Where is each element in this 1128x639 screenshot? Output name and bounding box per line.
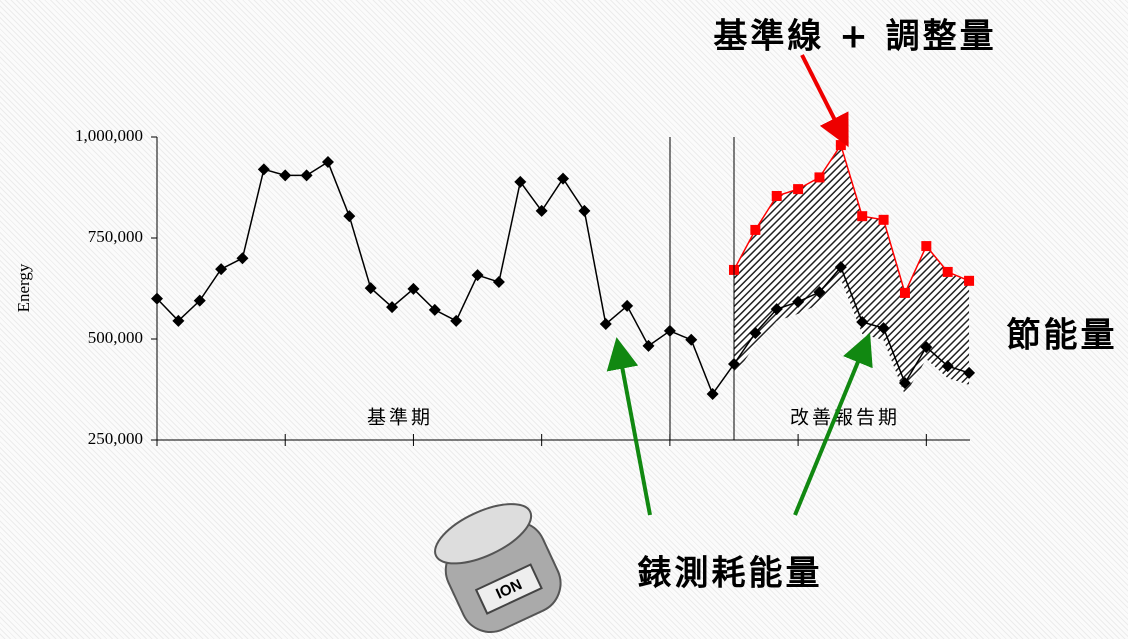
marker	[642, 339, 655, 352]
marker	[514, 175, 527, 188]
marker	[941, 360, 954, 373]
y-axis-label: Energy	[14, 263, 33, 312]
arrow	[800, 54, 849, 148]
marker	[942, 266, 953, 277]
marker	[364, 282, 377, 295]
marker	[492, 276, 505, 289]
marker	[749, 326, 762, 339]
marker	[343, 210, 356, 223]
marker	[706, 387, 719, 400]
marker	[878, 214, 889, 225]
marker	[856, 316, 869, 329]
marker	[899, 287, 910, 298]
marker	[921, 241, 932, 252]
y-tick-label: 750,000	[88, 227, 143, 246]
marker	[877, 322, 890, 335]
marker	[557, 172, 570, 185]
y-tick-label: 1,000,000	[75, 126, 143, 145]
marker	[321, 156, 334, 169]
marker	[471, 269, 484, 282]
marker	[793, 184, 804, 195]
marker	[428, 303, 441, 316]
marker	[172, 314, 185, 327]
marker	[450, 314, 463, 327]
marker	[685, 333, 698, 346]
marker	[920, 341, 933, 354]
marker	[407, 282, 420, 295]
marker	[792, 295, 805, 308]
arrow	[606, 337, 652, 516]
marker	[236, 252, 249, 265]
arrow	[793, 332, 873, 516]
marker	[963, 366, 976, 379]
marker	[898, 377, 911, 390]
period-label: 基準期	[367, 407, 433, 429]
marker	[770, 303, 783, 316]
marker	[814, 172, 825, 183]
marker	[215, 263, 228, 276]
marker	[857, 211, 868, 222]
marker	[257, 163, 270, 176]
annotation: 節能量	[1007, 316, 1118, 356]
marker	[813, 286, 826, 299]
marker	[578, 204, 591, 217]
marker	[535, 204, 548, 217]
marker	[621, 299, 634, 312]
meter-icon: ION	[434, 503, 562, 633]
marker	[834, 261, 847, 274]
marker	[771, 190, 782, 201]
marker	[279, 169, 292, 182]
annotation: 錶測耗能量	[638, 554, 823, 594]
savings-area	[733, 145, 970, 396]
marker	[193, 294, 206, 307]
y-tick-label: 250,000	[88, 429, 143, 448]
marker	[750, 224, 761, 235]
marker	[599, 318, 612, 331]
period-label: 改善報告期	[790, 407, 900, 429]
marker	[964, 275, 975, 286]
marker	[300, 169, 313, 182]
y-tick-label: 500,000	[88, 328, 143, 347]
annotation: 基準線 + 調整量	[713, 17, 996, 57]
marker	[835, 140, 846, 151]
marker	[386, 301, 399, 314]
